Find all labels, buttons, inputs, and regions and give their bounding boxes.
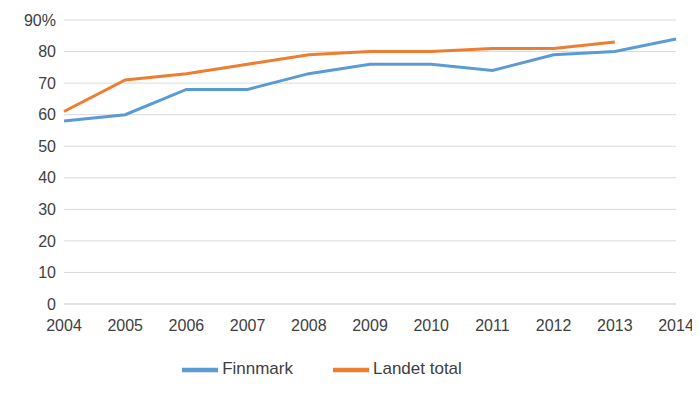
svg-text:80: 80 xyxy=(38,43,56,60)
svg-text:50: 50 xyxy=(38,138,56,155)
svg-text:0: 0 xyxy=(47,296,56,313)
svg-text:90%: 90% xyxy=(24,12,56,29)
html-text:Finnmark: Finnmark xyxy=(222,359,293,379)
svg-text:10: 10 xyxy=(38,264,56,281)
html-text:Landet total: Landet total xyxy=(373,359,462,379)
svg-text:30: 30 xyxy=(38,201,56,218)
svg-text:2012: 2012 xyxy=(536,317,572,334)
svg-text:2014: 2014 xyxy=(658,317,692,334)
svg-text:2008: 2008 xyxy=(291,317,327,334)
svg-text:2007: 2007 xyxy=(230,317,266,334)
svg-text:2009: 2009 xyxy=(352,317,388,334)
svg-text:2013: 2013 xyxy=(597,317,633,334)
svg-text:20: 20 xyxy=(38,233,56,250)
svg-text:40: 40 xyxy=(38,169,56,186)
svg-text:2011: 2011 xyxy=(475,317,510,334)
svg-text:2005: 2005 xyxy=(107,317,143,334)
svg-text:2004: 2004 xyxy=(46,317,82,334)
svg-text:2010: 2010 xyxy=(413,317,449,334)
svg-text:2006: 2006 xyxy=(169,317,205,334)
svg-text:70: 70 xyxy=(38,75,56,92)
svg-text:60: 60 xyxy=(38,106,56,123)
